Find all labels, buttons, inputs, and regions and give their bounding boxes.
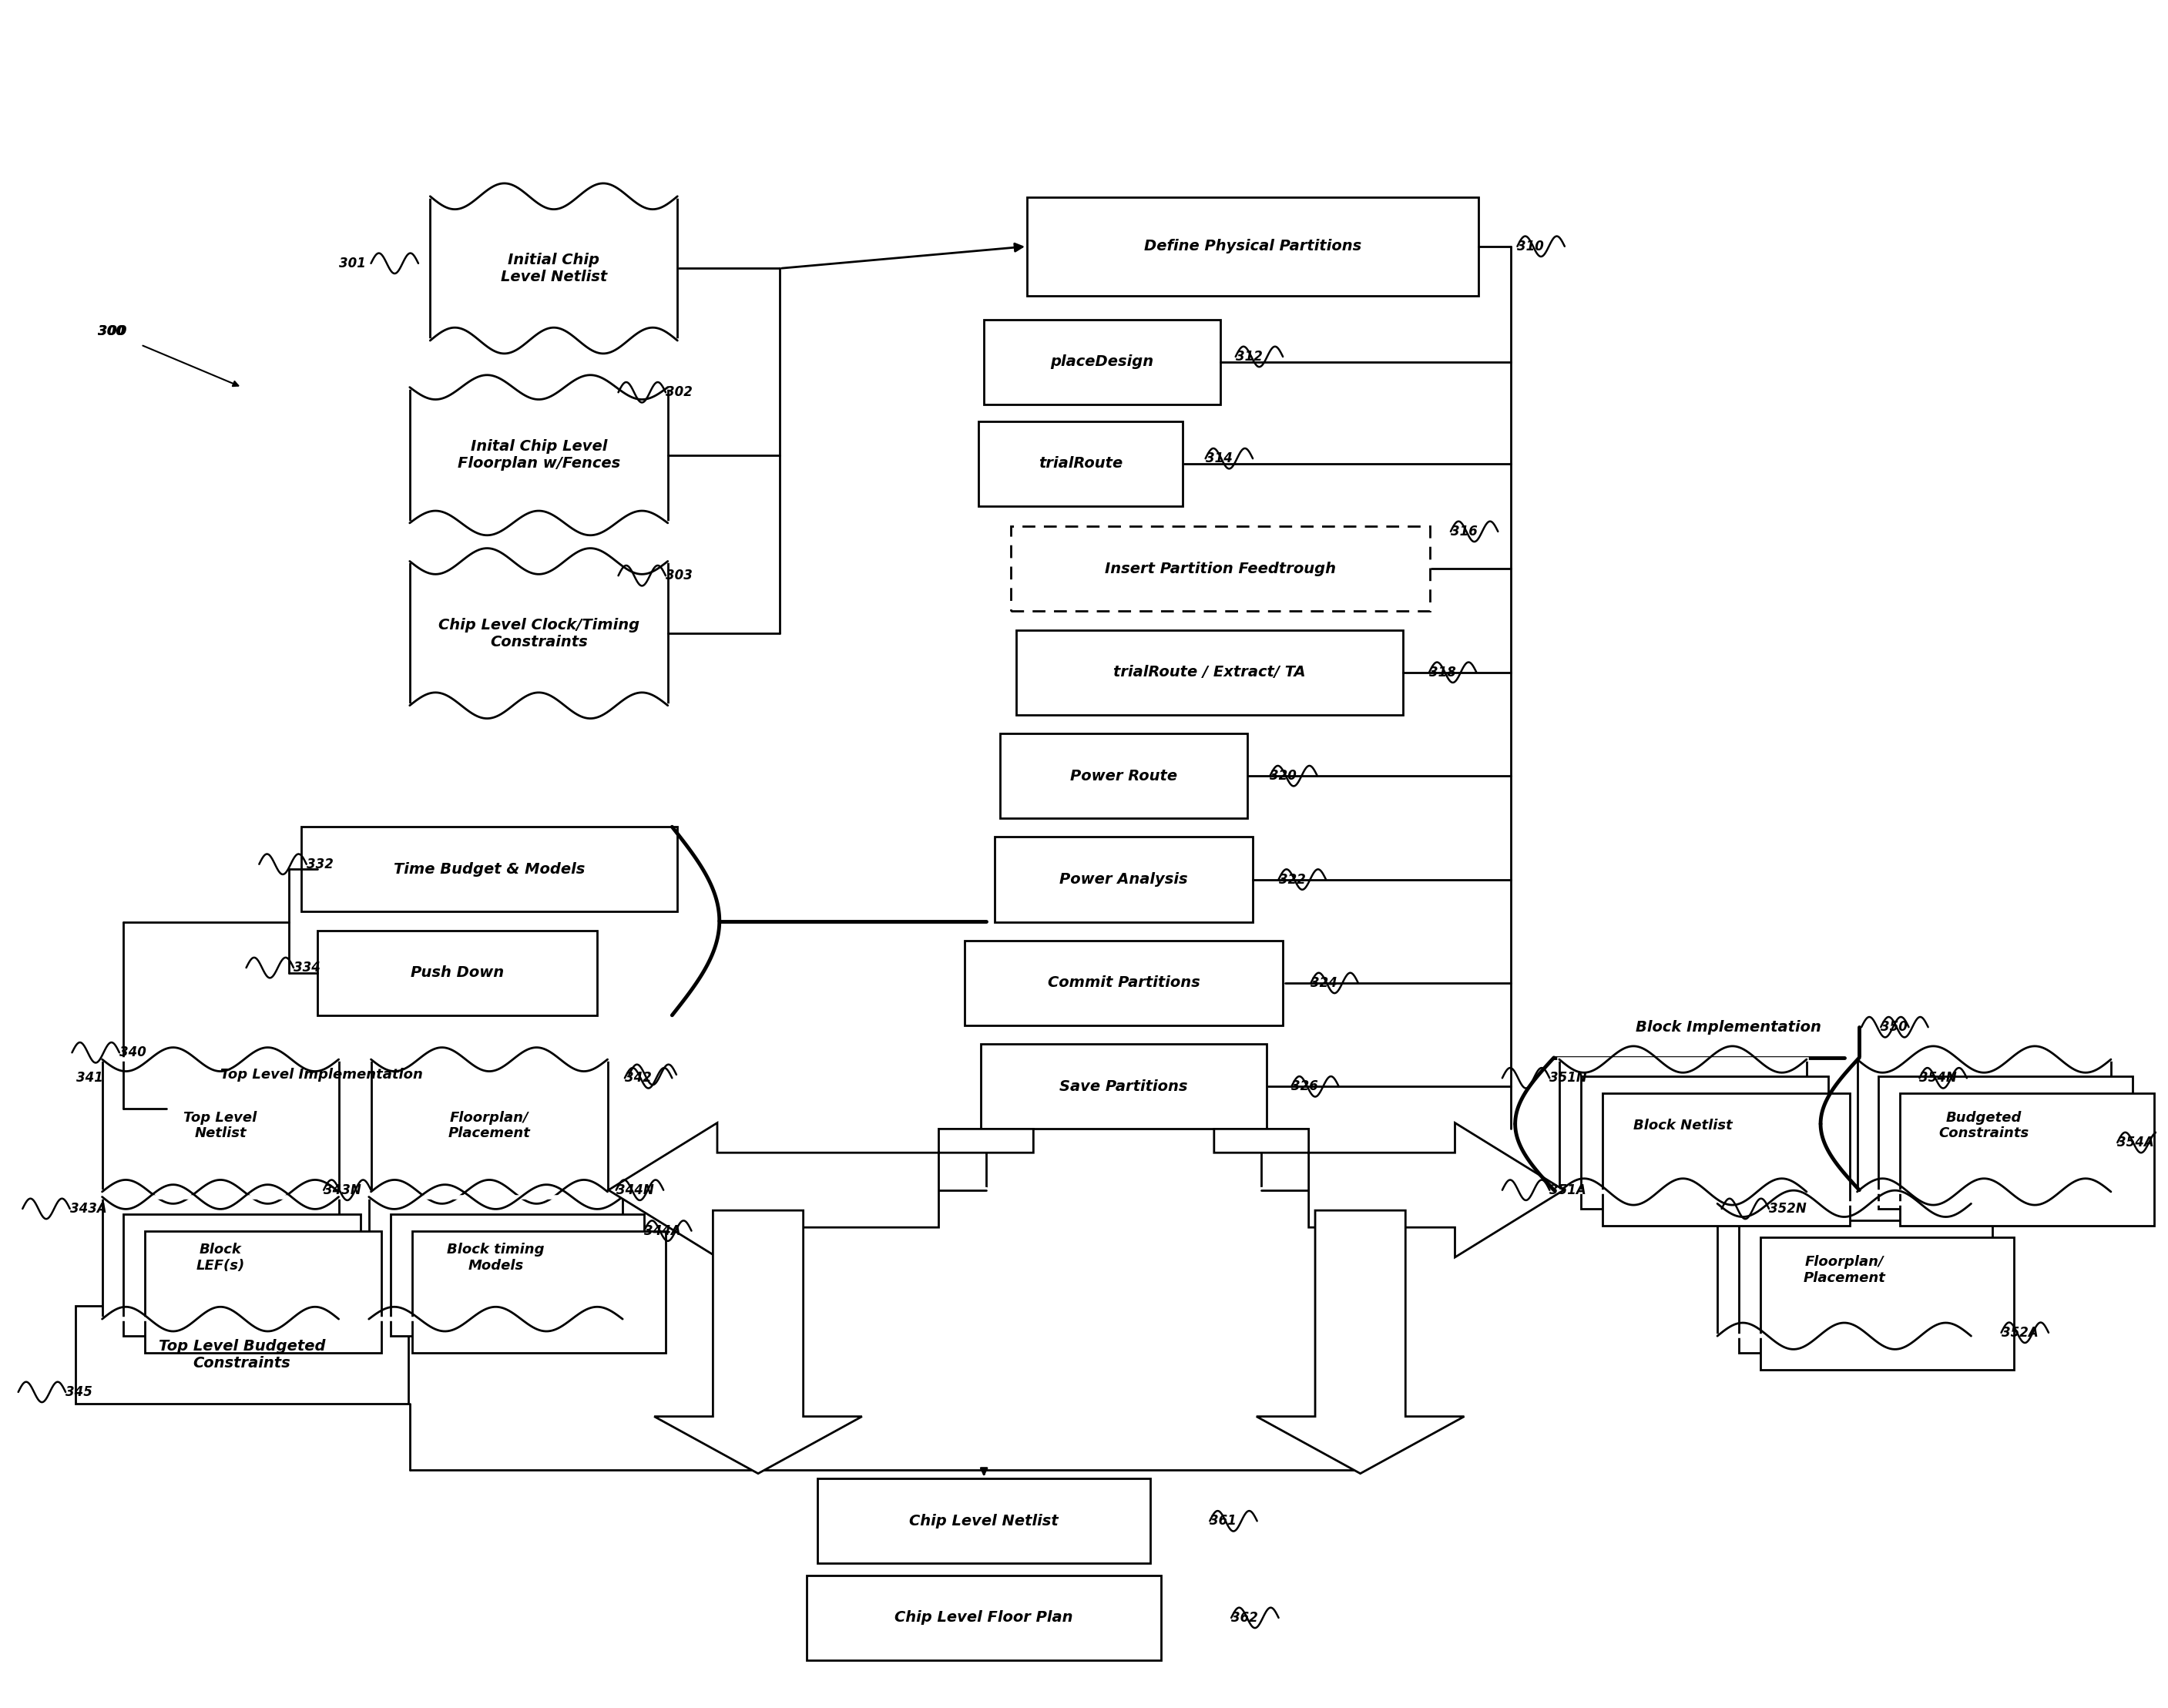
Text: trialRoute: trialRoute (1038, 456, 1123, 471)
Text: Floorplan/
Placement: Floorplan/ Placement (449, 1110, 531, 1141)
Text: trialRoute / Extract/ TA: trialRoute / Extract/ TA (1114, 664, 1305, 680)
Text: Top Level Implementation: Top Level Implementation (221, 1068, 423, 1081)
Text: 342: 342 (624, 1071, 653, 1085)
Bar (965, 941, 1283, 1025)
Text: 341: 341 (76, 1071, 104, 1085)
Text: Block Implementation: Block Implementation (1635, 1020, 1821, 1035)
Bar (76, 1305, 408, 1404)
Text: Top Level
Netlist: Top Level Netlist (184, 1110, 258, 1141)
Text: 344A: 344A (644, 1225, 681, 1238)
Text: 314: 314 (1205, 451, 1231, 466)
Bar (429, 196, 676, 340)
Text: placeDesign: placeDesign (1051, 355, 1153, 369)
Bar (412, 1231, 666, 1353)
Text: Block
LEF(s): Block LEF(s) (195, 1243, 245, 1272)
Bar (1880, 1076, 2133, 1209)
Text: Top Level Budgeted
Constraints: Top Level Budgeted Constraints (158, 1339, 325, 1370)
Text: 300: 300 (98, 325, 126, 338)
Bar (984, 319, 1221, 405)
Text: 332: 332 (306, 857, 334, 871)
Text: Block Netlist: Block Netlist (1633, 1119, 1732, 1132)
Text: Push Down: Push Down (410, 965, 503, 980)
Text: 345: 345 (65, 1385, 93, 1399)
Text: Commit Partitions: Commit Partitions (1047, 975, 1199, 991)
Text: 324: 324 (1312, 975, 1338, 991)
Text: Power Analysis: Power Analysis (1060, 873, 1188, 886)
Bar (410, 388, 668, 523)
Text: Floorplan/
Placement: Floorplan/ Placement (1804, 1255, 1886, 1284)
Text: 351N: 351N (1550, 1071, 1587, 1085)
Text: 350: 350 (1882, 1020, 1908, 1033)
Bar (390, 1214, 644, 1336)
Bar (301, 827, 676, 912)
Bar (102, 1059, 338, 1192)
Text: 334: 334 (293, 962, 321, 975)
Text: Inital Chip Level
Floorplan w/Fences: Inital Chip Level Floorplan w/Fences (457, 439, 620, 471)
Text: 300: 300 (98, 325, 126, 338)
Text: Time Budget & Models: Time Budget & Models (395, 863, 585, 876)
Text: Initial Chip
Level Netlist: Initial Chip Level Netlist (501, 253, 607, 284)
Text: Chip Level Netlist: Chip Level Netlist (908, 1513, 1058, 1529)
Text: 354A: 354A (2118, 1136, 2155, 1149)
Text: 303: 303 (666, 569, 692, 582)
Bar (1559, 1059, 1806, 1192)
Text: 316: 316 (1450, 524, 1479, 538)
Text: 312: 312 (1236, 350, 1262, 364)
Polygon shape (1214, 1122, 1563, 1257)
Bar (1580, 1076, 1828, 1209)
Text: 340: 340 (119, 1045, 145, 1059)
Text: Budgeted
Constraints: Budgeted Constraints (1938, 1110, 2029, 1141)
Text: 362: 362 (1231, 1611, 1257, 1624)
Text: 318: 318 (1429, 666, 1457, 680)
Bar (995, 837, 1253, 922)
Text: 343N: 343N (323, 1184, 362, 1197)
Bar (978, 422, 1184, 506)
Bar (999, 733, 1247, 818)
Text: Block timing
Models: Block timing Models (447, 1243, 544, 1272)
Polygon shape (1257, 1211, 1463, 1474)
Bar (1602, 1093, 1849, 1226)
Bar (102, 1197, 338, 1319)
Text: 352N: 352N (1769, 1202, 1806, 1216)
Bar (1028, 196, 1479, 295)
Text: Chip Level Clock/Timing
Constraints: Chip Level Clock/Timing Constraints (438, 618, 640, 649)
Text: Chip Level Floor Plan: Chip Level Floor Plan (895, 1611, 1073, 1624)
Bar (1017, 630, 1403, 716)
Polygon shape (609, 1122, 1034, 1257)
Text: Define Physical Partitions: Define Physical Partitions (1145, 239, 1362, 254)
Text: 354N: 354N (1919, 1071, 1958, 1085)
Bar (817, 1479, 1151, 1563)
Bar (124, 1214, 360, 1336)
Text: 352A: 352A (2001, 1325, 2038, 1339)
Bar (1010, 526, 1431, 611)
Text: 326: 326 (1292, 1079, 1318, 1093)
Bar (1899, 1093, 2155, 1226)
Bar (806, 1575, 1162, 1660)
Text: 361: 361 (1210, 1513, 1236, 1529)
Text: 302: 302 (666, 386, 692, 400)
Bar (145, 1231, 382, 1353)
Text: 320: 320 (1270, 769, 1296, 782)
Text: 351A: 351A (1550, 1184, 1587, 1197)
Bar (1739, 1221, 1992, 1353)
Bar (317, 931, 596, 1015)
Text: 310: 310 (1518, 239, 1544, 253)
Text: 344N: 344N (616, 1184, 655, 1197)
Text: Power Route: Power Route (1071, 769, 1177, 784)
Text: 301: 301 (338, 256, 366, 270)
Text: Insert Partition Feedtrough: Insert Partition Feedtrough (1106, 562, 1335, 576)
Bar (1717, 1204, 1971, 1336)
Bar (371, 1059, 607, 1192)
Polygon shape (655, 1211, 863, 1474)
Text: 322: 322 (1279, 873, 1305, 886)
Bar (980, 1044, 1266, 1129)
Bar (410, 562, 668, 705)
Text: Save Partitions: Save Partitions (1060, 1079, 1188, 1093)
Text: 343A: 343A (69, 1202, 106, 1216)
Bar (1858, 1059, 2112, 1192)
Bar (1760, 1238, 2014, 1370)
Bar (369, 1197, 622, 1319)
